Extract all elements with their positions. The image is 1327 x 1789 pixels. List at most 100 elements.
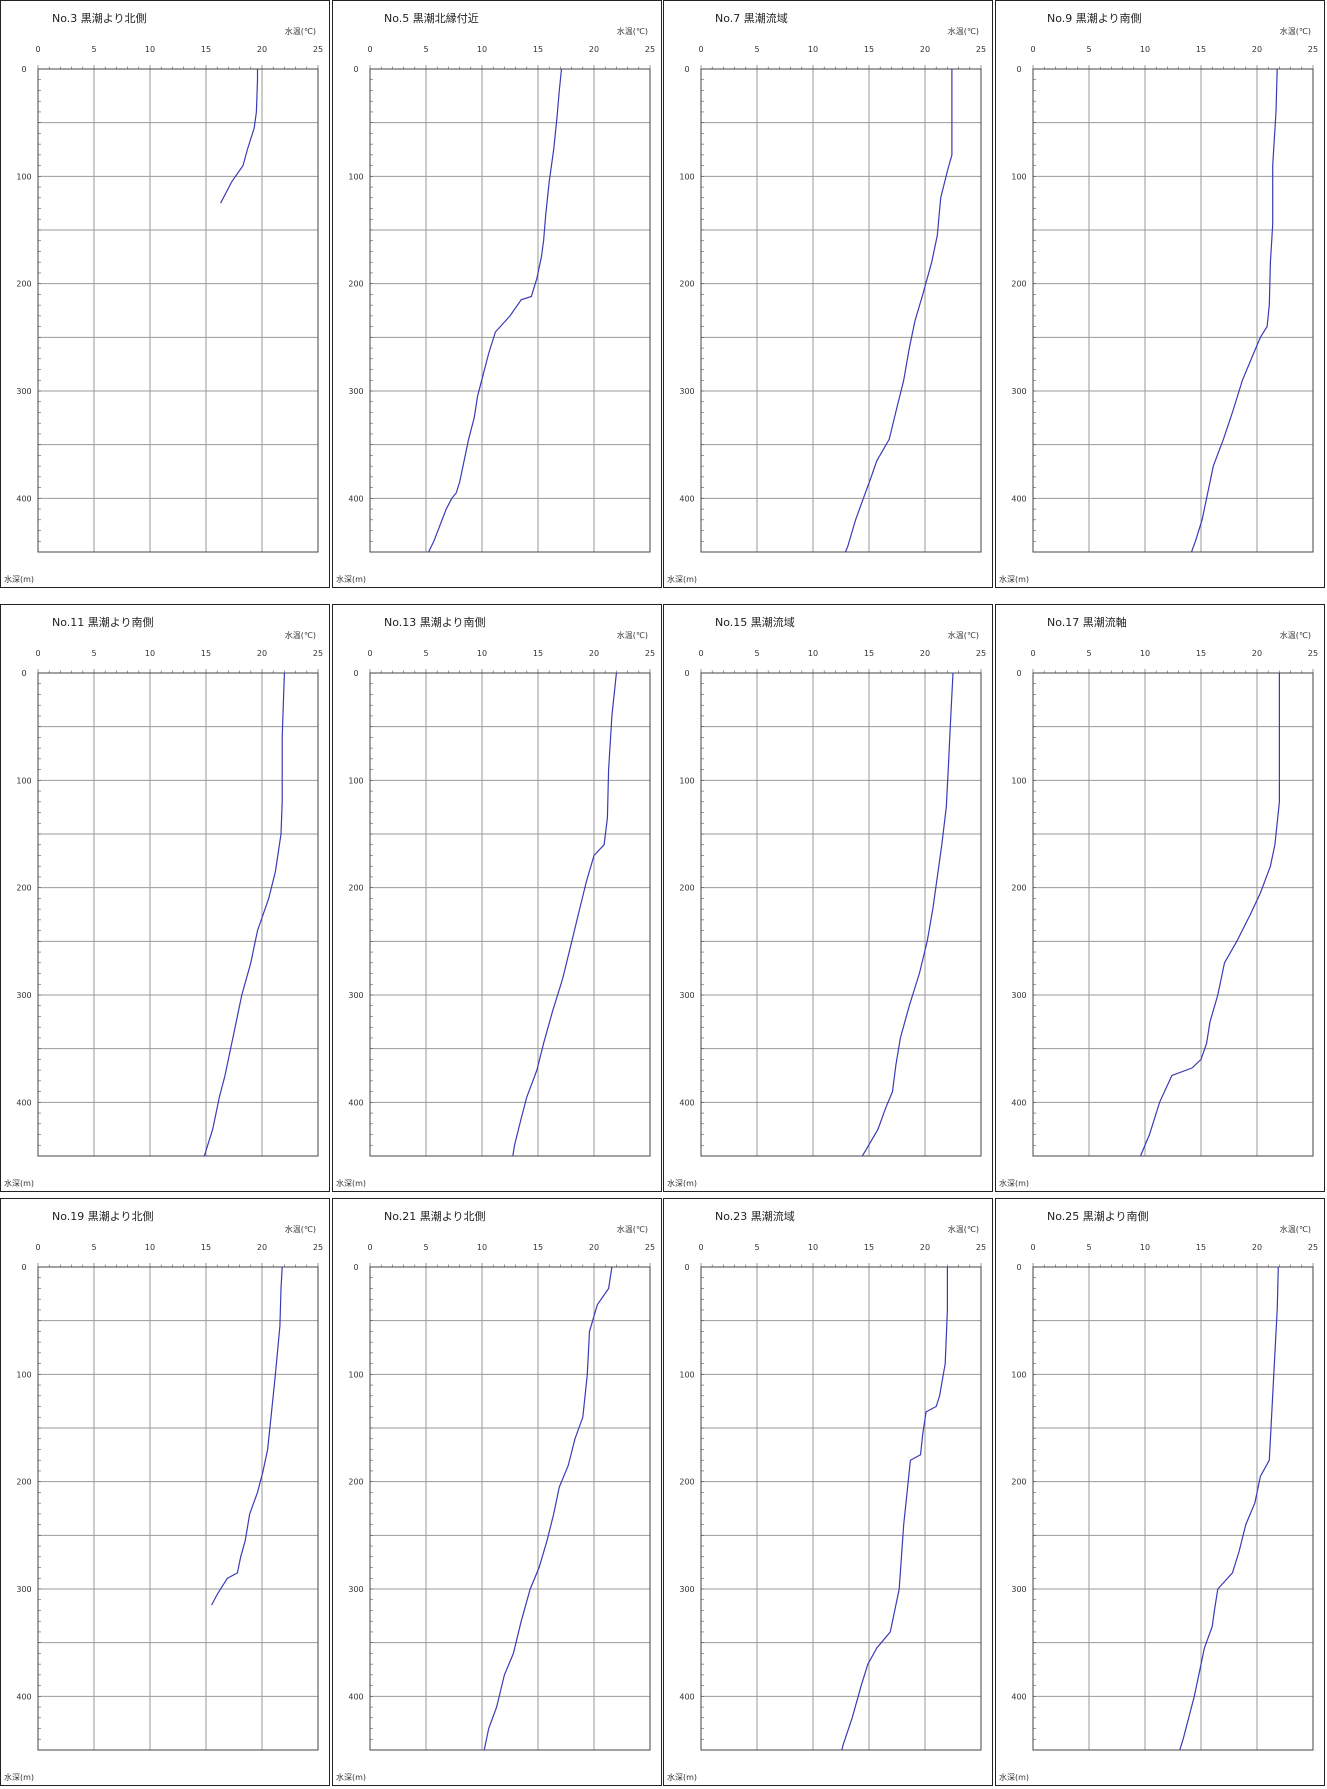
temperature-profile-line xyxy=(220,69,259,204)
plot-frame xyxy=(369,1266,651,1751)
profile-chart: No.3 黒潮より北側 水温(℃) 0 5 10 15 20 25 0 100 200 300 400 水… xyxy=(0,0,330,588)
y-tick-label: 100 xyxy=(1011,172,1026,181)
y-tick-label: 0 xyxy=(684,1263,689,1272)
x-axis-label: 水温(℃) xyxy=(617,630,648,640)
plot-frame xyxy=(700,68,982,553)
y-tick-label: 100 xyxy=(16,172,31,181)
x-axis-label: 水温(℃) xyxy=(948,26,979,36)
y-tick-label: 200 xyxy=(679,280,694,289)
x-tick-label: 25 xyxy=(645,1243,655,1252)
x-tick-label: 15 xyxy=(1196,1243,1206,1252)
profile-chart: No.15 黒潮流域 水温(℃) 0 5 10 15 20 25 0 100 200 300 400 水深… xyxy=(663,604,993,1192)
plot-frame xyxy=(700,1266,982,1751)
x-tick-label: 0 xyxy=(1030,1243,1035,1252)
y-tick-label: 400 xyxy=(679,1692,694,1701)
y-tick-label: 0 xyxy=(1016,65,1021,74)
x-axis-label: 水温(℃) xyxy=(285,1224,316,1234)
x-tick-label: 0 xyxy=(1030,649,1035,658)
x-tick-label: 5 xyxy=(1086,649,1091,658)
x-tick-label: 20 xyxy=(257,1243,267,1252)
x-tick-label: 10 xyxy=(477,45,487,54)
x-tick-label: 20 xyxy=(589,1243,599,1252)
y-tick-label: 100 xyxy=(679,1370,694,1379)
panel-border xyxy=(0,0,330,588)
x-tick-label: 5 xyxy=(91,45,96,54)
x-tick-label: 0 xyxy=(35,649,40,658)
x-axis-label: 水温(℃) xyxy=(285,630,316,640)
x-axis-label: 水温(℃) xyxy=(1280,26,1311,36)
x-tick-label: 25 xyxy=(1308,1243,1318,1252)
plot-frame xyxy=(37,1266,319,1751)
chart-title: No.23 黒潮流域 xyxy=(715,1209,795,1223)
y-tick-label: 200 xyxy=(348,1478,363,1487)
y-tick-label: 0 xyxy=(684,65,689,74)
profile-chart: No.19 黒潮より北側 水温(℃) 0 5 10 15 20 25 0 100 200 300 400… xyxy=(0,1198,330,1786)
y-axis-label: 水深(m) xyxy=(667,1772,697,1782)
panel-border xyxy=(663,604,993,1192)
x-tick-label: 20 xyxy=(1252,1243,1262,1252)
x-tick-label: 25 xyxy=(645,45,655,54)
x-tick-label: 5 xyxy=(754,45,759,54)
y-tick-label: 300 xyxy=(1011,1585,1026,1594)
panel-border xyxy=(995,604,1325,1192)
temperature-profile-line xyxy=(1179,1267,1279,1750)
y-tick-label: 400 xyxy=(16,1098,31,1107)
x-tick-label: 25 xyxy=(313,649,323,658)
plot-frame xyxy=(1032,68,1314,553)
y-tick-label: 300 xyxy=(1011,991,1026,1000)
y-tick-label: 400 xyxy=(348,1098,363,1107)
x-tick-label: 0 xyxy=(367,649,372,658)
y-tick-label: 0 xyxy=(1016,1263,1021,1272)
x-tick-label: 10 xyxy=(477,1243,487,1252)
y-tick-label: 100 xyxy=(679,172,694,181)
y-tick-label: 0 xyxy=(21,65,26,74)
y-tick-label: 300 xyxy=(16,991,31,1000)
y-tick-label: 100 xyxy=(679,776,694,785)
x-tick-label: 10 xyxy=(1140,649,1150,658)
y-axis-label: 水深(m) xyxy=(4,1178,34,1188)
chart-title: No.3 黒潮より北側 xyxy=(52,11,147,25)
profile-chart: No.25 黒潮より南側 水温(℃) 0 5 10 15 20 25 0 100 200 300 400… xyxy=(995,1198,1325,1786)
panel-border xyxy=(332,1198,662,1786)
x-tick-label: 10 xyxy=(808,1243,818,1252)
plot-frame xyxy=(369,672,651,1157)
x-axis-label: 水温(℃) xyxy=(617,26,648,36)
y-tick-label: 200 xyxy=(16,280,31,289)
x-tick-label: 20 xyxy=(1252,649,1262,658)
plot-frame xyxy=(369,68,651,553)
x-tick-label: 5 xyxy=(1086,1243,1091,1252)
y-tick-label: 0 xyxy=(684,669,689,678)
x-tick-label: 5 xyxy=(754,1243,759,1252)
chart-title: No.5 黒潮北縁付近 xyxy=(384,11,479,25)
x-tick-label: 25 xyxy=(1308,45,1318,54)
y-tick-label: 0 xyxy=(21,1263,26,1272)
x-tick-label: 20 xyxy=(920,45,930,54)
y-tick-label: 300 xyxy=(348,1585,363,1594)
x-tick-label: 10 xyxy=(808,649,818,658)
y-tick-label: 0 xyxy=(353,65,358,74)
y-tick-label: 400 xyxy=(348,494,363,503)
panel-border xyxy=(332,0,662,588)
x-tick-label: 5 xyxy=(423,45,428,54)
x-tick-label: 10 xyxy=(1140,1243,1150,1252)
y-tick-label: 200 xyxy=(348,280,363,289)
x-tick-label: 10 xyxy=(145,649,155,658)
y-tick-label: 0 xyxy=(21,669,26,678)
x-tick-label: 20 xyxy=(1252,45,1262,54)
x-tick-label: 10 xyxy=(477,649,487,658)
plot-frame xyxy=(700,672,982,1157)
x-tick-label: 0 xyxy=(698,45,703,54)
x-axis-label: 水温(℃) xyxy=(617,1224,648,1234)
x-tick-label: 15 xyxy=(201,45,211,54)
x-tick-label: 15 xyxy=(201,1243,211,1252)
x-tick-label: 15 xyxy=(1196,45,1206,54)
y-tick-label: 400 xyxy=(348,1692,363,1701)
x-tick-label: 25 xyxy=(1308,649,1318,658)
plot-frame xyxy=(37,68,319,553)
